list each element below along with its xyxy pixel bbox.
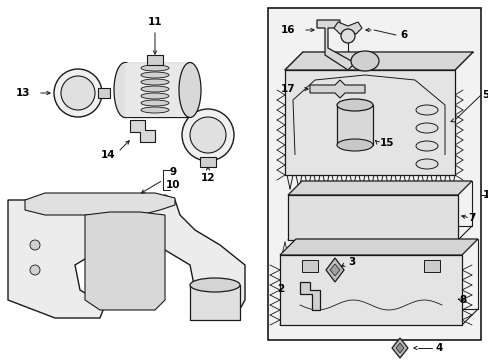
Bar xyxy=(190,285,240,320)
Circle shape xyxy=(61,76,95,110)
Bar xyxy=(125,63,190,117)
Circle shape xyxy=(30,265,40,275)
Bar xyxy=(285,70,454,175)
Text: 9: 9 xyxy=(169,167,176,177)
Polygon shape xyxy=(395,343,403,353)
Polygon shape xyxy=(329,264,339,276)
Text: 8: 8 xyxy=(458,295,466,305)
Polygon shape xyxy=(285,52,472,70)
Circle shape xyxy=(30,240,40,250)
Ellipse shape xyxy=(141,100,169,106)
Bar xyxy=(200,157,216,167)
Circle shape xyxy=(190,117,225,153)
Text: 17: 17 xyxy=(280,84,294,94)
Ellipse shape xyxy=(415,141,437,151)
Text: 11: 11 xyxy=(147,17,162,27)
Bar xyxy=(302,260,317,272)
Text: 16: 16 xyxy=(280,25,294,35)
Circle shape xyxy=(182,109,234,161)
Polygon shape xyxy=(309,80,364,98)
Bar xyxy=(98,88,110,98)
Polygon shape xyxy=(299,282,319,310)
Circle shape xyxy=(54,69,102,117)
Ellipse shape xyxy=(141,107,169,113)
Ellipse shape xyxy=(415,159,437,169)
Text: 1: 1 xyxy=(481,190,488,200)
Text: 2: 2 xyxy=(276,284,284,294)
Bar xyxy=(423,260,439,272)
Polygon shape xyxy=(391,338,407,358)
Polygon shape xyxy=(325,258,343,282)
Text: 6: 6 xyxy=(399,30,407,40)
Polygon shape xyxy=(85,212,164,310)
Bar xyxy=(287,195,457,240)
Polygon shape xyxy=(25,193,175,215)
Ellipse shape xyxy=(190,278,240,292)
Ellipse shape xyxy=(141,93,169,99)
Bar xyxy=(336,105,372,145)
Ellipse shape xyxy=(179,63,201,117)
Text: 5: 5 xyxy=(481,90,488,100)
Polygon shape xyxy=(280,239,477,255)
Ellipse shape xyxy=(141,72,169,78)
Ellipse shape xyxy=(415,123,437,133)
Text: 3: 3 xyxy=(347,257,354,267)
Text: 12: 12 xyxy=(201,173,215,183)
Ellipse shape xyxy=(114,63,136,117)
Ellipse shape xyxy=(336,139,372,151)
Ellipse shape xyxy=(336,99,372,111)
Polygon shape xyxy=(287,181,471,195)
Polygon shape xyxy=(316,20,354,70)
Text: 13: 13 xyxy=(16,88,30,98)
Bar xyxy=(280,255,461,325)
Text: 4: 4 xyxy=(434,343,442,353)
Polygon shape xyxy=(130,120,155,142)
Bar xyxy=(147,55,163,65)
Ellipse shape xyxy=(141,65,169,71)
Text: 10: 10 xyxy=(165,180,180,190)
Circle shape xyxy=(340,29,354,43)
Bar xyxy=(267,8,480,340)
Text: 7: 7 xyxy=(468,213,475,223)
Text: 14: 14 xyxy=(101,150,115,160)
Text: 15: 15 xyxy=(379,138,394,148)
Polygon shape xyxy=(333,22,361,34)
Ellipse shape xyxy=(350,51,378,71)
Polygon shape xyxy=(8,195,244,318)
Ellipse shape xyxy=(415,105,437,115)
Ellipse shape xyxy=(141,86,169,92)
Ellipse shape xyxy=(141,79,169,85)
